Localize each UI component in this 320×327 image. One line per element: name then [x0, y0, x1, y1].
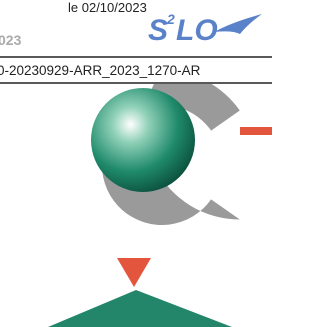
logo-red-dash: [240, 127, 272, 135]
document-scan: le 02/10/2023 023 S 2 LO 0-20230929-ARR_…: [0, 0, 272, 327]
date-text: le 02/10/2023: [68, 0, 147, 15]
year-text: 023: [0, 32, 22, 48]
logo-superscript: 2: [166, 11, 175, 27]
logo-red-triangle: [117, 258, 151, 287]
page: le 02/10/2023 023 S 2 LO 0-20230929-ARR_…: [0, 0, 272, 327]
logo-green-triangle: [48, 290, 232, 327]
logo-sphere: [91, 88, 195, 192]
reference-text: 0-20230929-ARR_2023_1270-AR: [0, 63, 201, 78]
logo: S 2 LO: [148, 11, 218, 47]
logo-rest: LO: [176, 14, 218, 47]
logo-letter: S: [148, 14, 168, 47]
